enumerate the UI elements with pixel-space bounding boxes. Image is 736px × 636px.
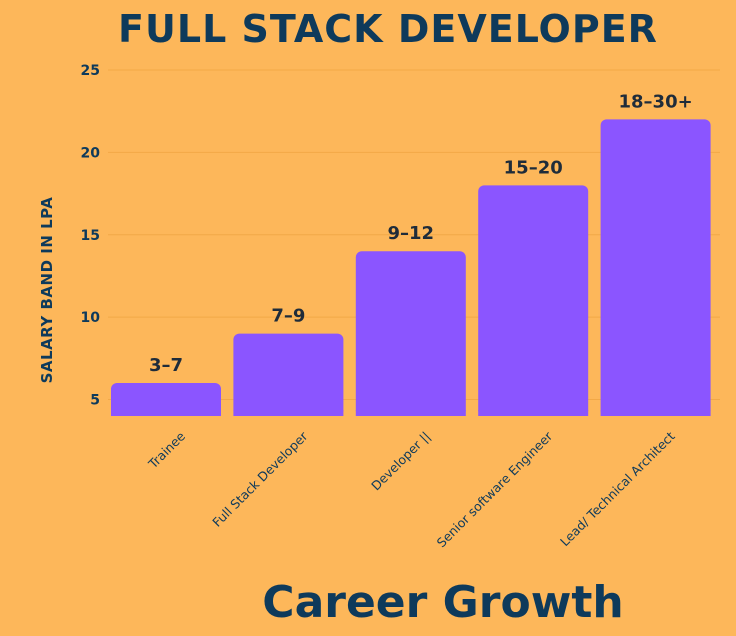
data-label-4: 15–20 — [504, 157, 563, 178]
bar-base-4 — [478, 410, 589, 416]
y-tick-label-20: 20 — [81, 145, 101, 161]
y-tick-label-25: 25 — [81, 63, 100, 79]
category-label-5: Lead/ Technical Architect — [557, 428, 678, 549]
y-tick-label-5: 5 — [90, 393, 100, 409]
chart-title: FULL STACK DEVELOPER — [118, 7, 658, 51]
bar-base-1 — [111, 410, 221, 416]
data-label-3: 9–12 — [388, 223, 435, 244]
bar-base-3 — [355, 410, 466, 416]
y-tick-label-10: 10 — [81, 310, 101, 326]
data-label-2: 7–9 — [271, 306, 305, 327]
bar-4 — [478, 185, 589, 416]
category-label-2: Full Stack Developer — [209, 428, 311, 530]
category-label-3: Developer || — [368, 429, 433, 494]
category-label-1: Trainee — [145, 428, 189, 472]
bar-3 — [355, 251, 466, 416]
category-label-4: Senior software Engineer — [434, 428, 556, 550]
bar-1 — [111, 383, 221, 416]
y-tick-label-15: 15 — [81, 228, 100, 244]
bar-2 — [233, 333, 344, 416]
data-label-1: 3–7 — [149, 355, 183, 376]
data-label-5: 18–30+ — [619, 91, 693, 112]
chart-subtitle: Career Growth — [262, 577, 624, 628]
bar-5 — [600, 119, 711, 416]
bar-base-5 — [600, 410, 711, 416]
bar-base-2 — [233, 410, 344, 416]
